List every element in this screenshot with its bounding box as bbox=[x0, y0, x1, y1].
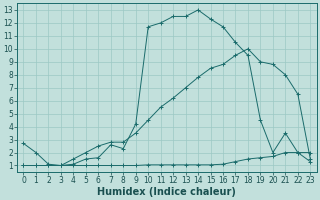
X-axis label: Humidex (Indice chaleur): Humidex (Indice chaleur) bbox=[98, 187, 236, 197]
